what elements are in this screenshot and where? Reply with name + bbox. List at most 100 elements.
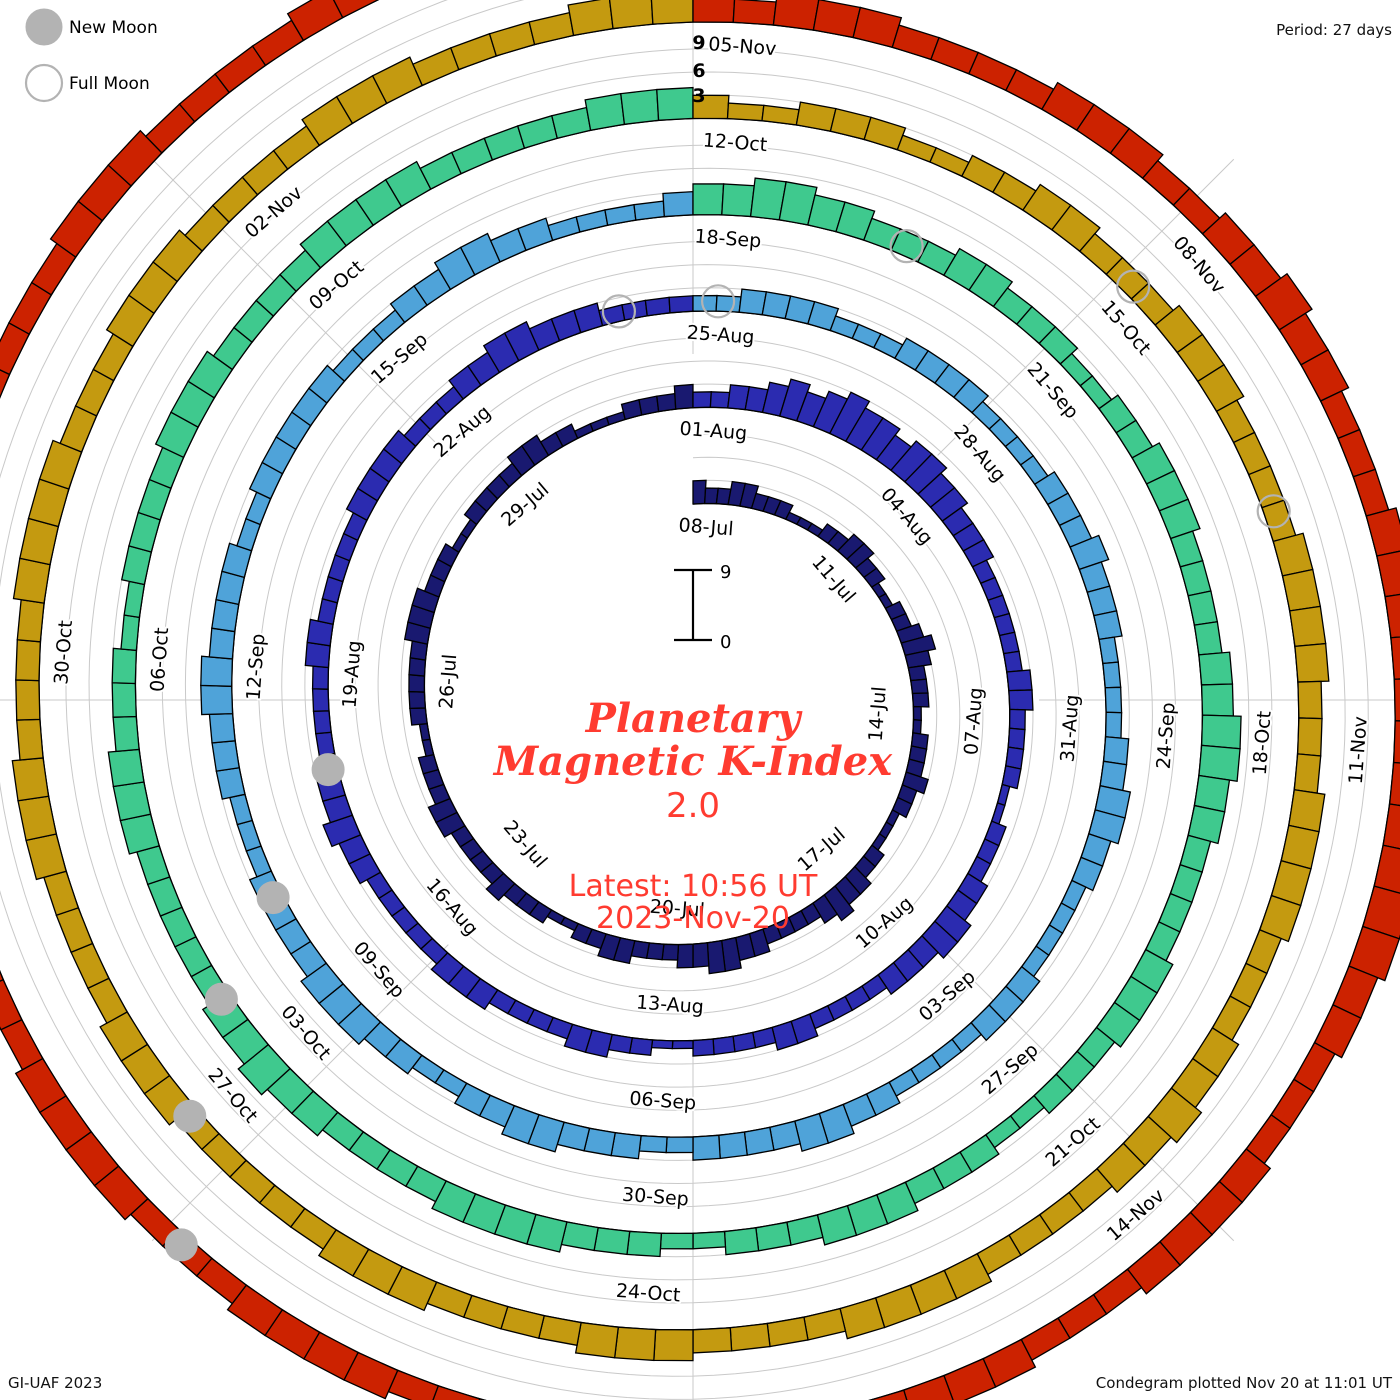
k-index-bar [1088,809,1126,845]
k-index-bar [307,364,346,404]
k-index-bar [650,0,694,25]
date-label: 30-Sep [621,1184,689,1211]
k-index-bar [1179,559,1212,597]
k-index-bar [314,731,336,757]
k-index-bar [996,783,1011,807]
k-index-bar [1104,711,1123,739]
k-index-bar [902,1374,954,1400]
k-index-bar [812,0,862,39]
period-label: Period: 27 days [1276,21,1392,39]
k-index-bar [1365,507,1400,557]
k-index-bar [1147,1087,1203,1144]
k-index-bar [208,712,236,744]
date-label: 10-Aug [852,892,918,953]
k-index-bar [25,833,67,881]
k-index-bar [910,678,929,695]
k-index-bar [119,813,160,855]
k-index-bar [123,580,146,619]
k-index-bar [1288,789,1326,833]
k-index-bar [99,1011,149,1062]
date-label: 18-Oct [1249,710,1276,776]
k-index-bar [1193,620,1223,656]
spiral-turn-0 [403,383,937,975]
k-index-bar [903,453,948,495]
date-label: 05-Nov [708,33,778,60]
k-index-bar [692,0,736,23]
k-index-bar [584,92,626,132]
k-index-bar [120,614,141,652]
k-index-bar [626,1230,663,1258]
k-index-bar [692,1038,715,1057]
k-index-bar [228,793,253,826]
new-moon-marker [173,1099,207,1133]
k-index-bar [1393,678,1400,722]
k-index-bar [384,160,432,208]
k-index-bar [547,216,581,242]
radial-axis-ticks: 9 6 3 [692,32,705,107]
k-index-bar [1007,727,1026,751]
k-index-bar [38,439,83,490]
k-index-bar [136,845,171,886]
k-index-bar [786,1214,824,1246]
new-moon-marker [164,1228,198,1262]
k-index-bar [16,598,45,643]
k-index-bar [715,294,742,313]
date-label: 24-Oct [615,1280,681,1307]
k-index-bar [311,665,330,690]
k-index-bar [1294,642,1330,683]
k-index-bar [537,1314,582,1347]
new-moon-marker [256,881,290,915]
k-index-bar [860,417,901,461]
k-index-bar [322,814,362,848]
k-index-bar [904,649,933,669]
k-index-bar [891,24,940,61]
k-index-bar [43,870,80,917]
chart-title-line1: Planetary [585,695,803,742]
grid-ring-k6 [281,264,1057,1088]
k-index-bar [371,56,424,105]
k-index-bar [835,201,876,241]
k-index-bar [1196,363,1245,413]
k-index-bar [712,1035,736,1056]
k-index-bar [638,1135,668,1154]
latest-time: Latest: 10:56 UT [569,869,818,904]
k-index-bar [868,1389,908,1400]
k-index-bar [665,1136,694,1154]
k-index-bar [766,1316,809,1348]
footer-right-timestamp: Condegram plotted Nov 20 at 11:01 UT [1096,1374,1393,1392]
k-index-bar [432,1385,481,1400]
k-index-bar [15,639,41,682]
grid-ring-k6 [377,360,961,992]
k-index-bar [668,295,694,314]
k-index-bar [300,962,344,1005]
k-index-bar [998,631,1020,655]
date-label: 16-Aug [422,874,483,940]
k-index-bar [633,200,665,221]
k-index-bar [1297,680,1323,720]
k-index-bar [620,88,660,126]
k-index-bar [208,627,236,660]
k-index-bar [732,0,777,26]
k-index-bar [877,961,909,996]
k-index-bar [692,183,725,216]
k-index-bar [761,104,800,126]
new-moon-icon [25,8,63,46]
k-index-bar [692,1230,727,1250]
k-index-bar [743,1126,775,1156]
radial-tick-6: 6 [692,60,705,82]
k-index-bar [1008,689,1034,711]
new-moon-marker [204,982,238,1016]
k-index-bar [970,1004,1007,1042]
k-index-bar [929,486,969,522]
k-index-bar [14,1057,67,1114]
k-index-bar [311,688,330,712]
k-index-bar [15,679,41,721]
date-label: 01-Aug [679,418,748,445]
k-index-bar [794,1112,830,1153]
k-index-bar [676,943,694,969]
k-index-bar [1200,714,1242,750]
k-index-bar [812,894,839,925]
k-index-bar [215,767,246,800]
date-label: 11-Nov [1345,715,1372,785]
